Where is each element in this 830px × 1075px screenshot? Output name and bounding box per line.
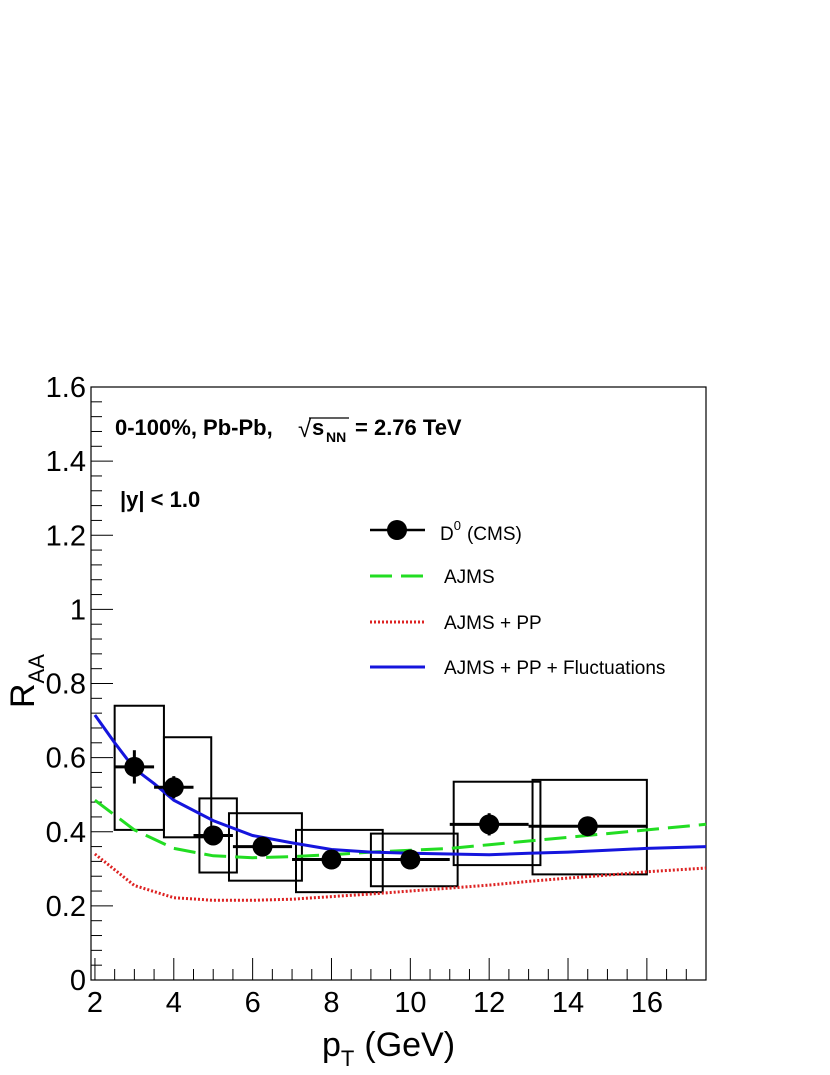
data-markers — [114, 750, 647, 870]
legend-label-cms: D0 (CMS) — [440, 518, 522, 545]
y-tick-label: 0 — [70, 965, 86, 997]
curve-ajms-pp-fluctuations — [93, 714, 707, 857]
legend-label-ajms-pp-fluctuations: AJMS + PP + Fluctuations — [444, 658, 665, 679]
y-tick-label: 0.4 — [46, 817, 86, 849]
legend-marker-cms — [387, 520, 407, 540]
y-tick-label: 1.6 — [46, 372, 86, 404]
annotation-system: 0-100%, Pb-Pb, — [115, 415, 273, 440]
legend-label-ajms: AJMS — [444, 567, 495, 588]
y-tick-label: 1.2 — [46, 520, 86, 552]
data-point — [479, 814, 500, 835]
annotation-sqrt-s: s — [312, 415, 324, 440]
legend-label-ajms-pp: AJMS + PP — [444, 613, 542, 634]
systematic-box — [227, 812, 303, 882]
y-tick-label: 1.4 — [46, 446, 86, 478]
data-point — [163, 777, 184, 798]
data-point — [203, 825, 224, 846]
annotation-energy: = 2.76 TeV — [355, 415, 462, 440]
annotation-rapidity: |y| < 1.0 — [120, 487, 200, 512]
systematic-boxes — [113, 704, 648, 894]
x-tick-label: 6 — [245, 987, 261, 1019]
data-point — [577, 816, 598, 837]
model-curves — [93, 714, 707, 902]
x-axis-title: pT (GeV) — [322, 1026, 455, 1071]
data-point — [252, 836, 273, 857]
data-point — [321, 849, 342, 870]
y-tick-label: 1 — [70, 594, 86, 626]
x-tick-label: 2 — [87, 987, 103, 1019]
x-tick-label: 8 — [323, 987, 339, 1019]
annotation-sqrt-symbol: √ — [298, 416, 312, 443]
annotation-sqrt-sub: NN — [326, 429, 346, 445]
data-point — [400, 849, 421, 870]
data-point — [124, 756, 145, 777]
x-tick-label: 14 — [552, 987, 584, 1019]
y-tick-label: 0.2 — [46, 891, 86, 923]
x-tick-label: 4 — [166, 987, 182, 1019]
y-tick-label: 0.6 — [46, 743, 86, 775]
x-tick-label: 10 — [394, 987, 426, 1019]
y-tick-label: 0.8 — [46, 669, 86, 701]
x-tick-label: 16 — [631, 987, 663, 1019]
x-tick-label: 12 — [473, 987, 505, 1019]
legend: D0 (CMS) AJMS AJMS + PP AJMS + PP + Fluct… — [370, 518, 665, 679]
y-axis-title: RAA — [4, 654, 49, 708]
axis-ticks: 2 4 6 8 10 12 14 16 0 0.2 0.4 0.6 0.8 1 1.2 1.4 1.6 — [46, 372, 687, 1019]
curve-ajms-pp — [93, 852, 707, 902]
